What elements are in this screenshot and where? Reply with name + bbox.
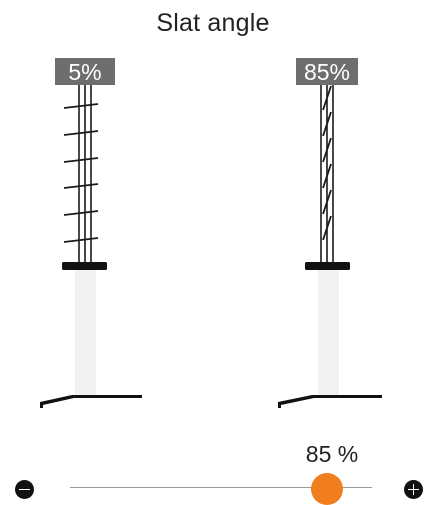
blind-left-badge (55, 58, 115, 85)
slat-angle-diagram: 5% 85% (40, 58, 382, 408)
slider-thumb[interactable] (310, 473, 343, 505)
slider-track[interactable] (70, 487, 372, 488)
blind-right-badge-label: 85% (304, 59, 350, 85)
minus-circle-icon[interactable] (15, 480, 34, 499)
blind-right-glass (318, 270, 339, 398)
slat-angle-slider[interactable] (0, 470, 426, 505)
plus-circle-icon[interactable] (404, 480, 423, 499)
page-title: Slat angle (156, 9, 270, 37)
blind-left-badge-label: 5% (68, 59, 101, 85)
blind-right-bottom-rail (305, 262, 350, 270)
blind-left-glass (75, 270, 96, 398)
blind-right: 85% (278, 58, 382, 408)
blind-left-bottom-rail (62, 262, 107, 270)
blind-right-badge (296, 58, 358, 85)
blind-left-sill (40, 395, 142, 408)
blind-left: 5% (40, 58, 142, 408)
blind-right-slats (322, 85, 332, 241)
slider-value-label: 85 % (305, 441, 359, 467)
blind-left-slats (63, 103, 99, 243)
blind-right-sill (278, 395, 382, 408)
